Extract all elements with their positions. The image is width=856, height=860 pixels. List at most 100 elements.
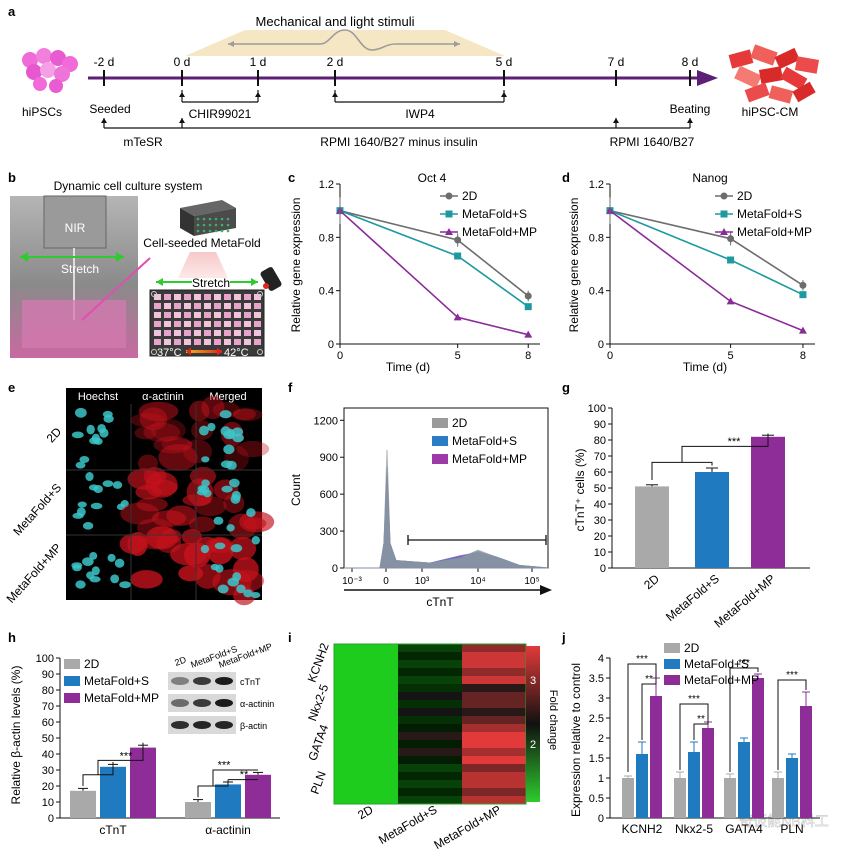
grid-tile (234, 330, 241, 336)
cube-dot (220, 229, 224, 233)
microscopy-cells (66, 395, 275, 606)
y-tick-label: 40 (594, 499, 606, 511)
heat-cell (462, 724, 526, 732)
y-tick-label: 600 (320, 489, 338, 501)
bar (635, 486, 669, 568)
cube-dot (202, 229, 206, 233)
legend-label: 2D (684, 641, 700, 655)
nucleus (217, 584, 229, 594)
cube-dot (214, 217, 218, 221)
legend-swatch (64, 676, 80, 686)
heat-cell (462, 684, 526, 692)
chir-bracket (181, 90, 259, 103)
y-tick-label: 0.5 (589, 793, 604, 805)
grid-tile (204, 321, 211, 327)
nucleus (77, 501, 87, 508)
sig-bracket (627, 663, 657, 772)
legend-label: MetaFold+MP (737, 225, 812, 239)
beating-label: Beating (670, 102, 711, 116)
sig-star: *** (636, 654, 648, 665)
panel-g: g cTnT⁺ cells (%) 0 10 20 30 40 50 60 70 80 90 100… (562, 380, 810, 631)
legend-swatch (432, 418, 448, 428)
panel-g-label: g (562, 380, 570, 395)
legend-marker (720, 192, 728, 200)
heat-cell (462, 780, 526, 788)
culture-dish (22, 300, 126, 348)
heat-row-label: Nkx2-5 (305, 682, 331, 723)
y-tick-label: 2.5 (589, 713, 604, 725)
grid-tile (254, 330, 261, 336)
heat-cell (462, 732, 526, 740)
grid-tile (214, 312, 221, 318)
grid-tile (244, 321, 251, 327)
x-tick-label: α-actinin (205, 823, 251, 837)
nucleus (200, 544, 210, 554)
heat-cell (398, 740, 462, 748)
panel-j: j Expression relative to control 奇仮能NB科工… (561, 630, 829, 836)
laser-dot (263, 283, 269, 289)
bar (738, 742, 750, 818)
seeded-label: Seeded (89, 102, 130, 116)
legend-label: MetaFold+S (462, 207, 527, 221)
sig-star: ** (240, 769, 249, 781)
x-tick-label: 8 (800, 350, 806, 362)
temp-gradient (186, 350, 222, 353)
x-tick-label: 10³ (415, 576, 430, 587)
heat-cell (462, 676, 526, 684)
actinin-blob (158, 444, 198, 471)
panel-e: e Hoechst α-actinin Merged 2D MetaFold+S… (4, 380, 275, 606)
nucleus (219, 410, 232, 419)
heat-cell (398, 700, 462, 708)
chart-c-xlabel: Time (d) (386, 360, 430, 374)
blot-label-actinin: α-actinin (240, 699, 274, 709)
panel-b-label: b (8, 170, 16, 185)
nucleus (82, 522, 94, 530)
col-actinin: α-actinin (142, 391, 184, 403)
y-tick-label: 1.2 (319, 179, 334, 191)
grid-tile (204, 330, 211, 336)
heat-cell (334, 772, 398, 780)
x-tick-label: cTnT (99, 823, 127, 837)
actinin-blob (194, 564, 221, 589)
heat-cell (398, 716, 462, 724)
day-label: -2 d (94, 55, 115, 69)
actinin-blob (166, 505, 197, 526)
stretch2-arrow-right (251, 278, 258, 286)
grid-tile (224, 294, 231, 300)
grid-tile (164, 312, 171, 318)
sig-bracket-2 (681, 433, 769, 463)
chart-f-ylabel: Count (289, 473, 303, 506)
histogram-1 (344, 467, 549, 569)
nucleus (201, 479, 210, 487)
panel-h: h Relative β-actin levels (%) 2D MetaFol… (8, 630, 280, 837)
culture-title: Dynamic cell culture system (54, 179, 203, 193)
grid-tile (234, 294, 241, 300)
heat-cell (398, 772, 462, 780)
cube-dot (220, 217, 224, 221)
x-tick-label: MetaFold+S (663, 572, 722, 625)
actinin-blob (189, 400, 210, 422)
y-tick-label: 90 (42, 669, 54, 681)
hipscs-label: hiPSCs (22, 105, 62, 119)
chart-j-ylabel: Expression relative to control (569, 663, 583, 817)
heat-cell (398, 732, 462, 740)
grid-tile (254, 294, 261, 300)
chart-c-title: Oct 4 (418, 171, 447, 185)
nucleus (114, 558, 125, 568)
stretch2-arrow-left (156, 278, 163, 286)
nucleus (213, 516, 224, 525)
heat-cell (334, 732, 398, 740)
legend-marker (720, 228, 728, 235)
blot-band (193, 677, 211, 685)
legend-label: MetaFold+S (84, 674, 149, 688)
nucleus (86, 424, 95, 435)
grid-tile (244, 312, 251, 318)
stimuli-title: Mechanical and light stimuli (256, 14, 415, 29)
nucleus (198, 425, 209, 436)
legend-marker (445, 210, 453, 218)
y-tick-label: 50 (42, 733, 54, 745)
heat-cell (334, 708, 398, 716)
grid-tile (204, 339, 211, 345)
legend-label: MetaFold+MP (452, 452, 527, 466)
